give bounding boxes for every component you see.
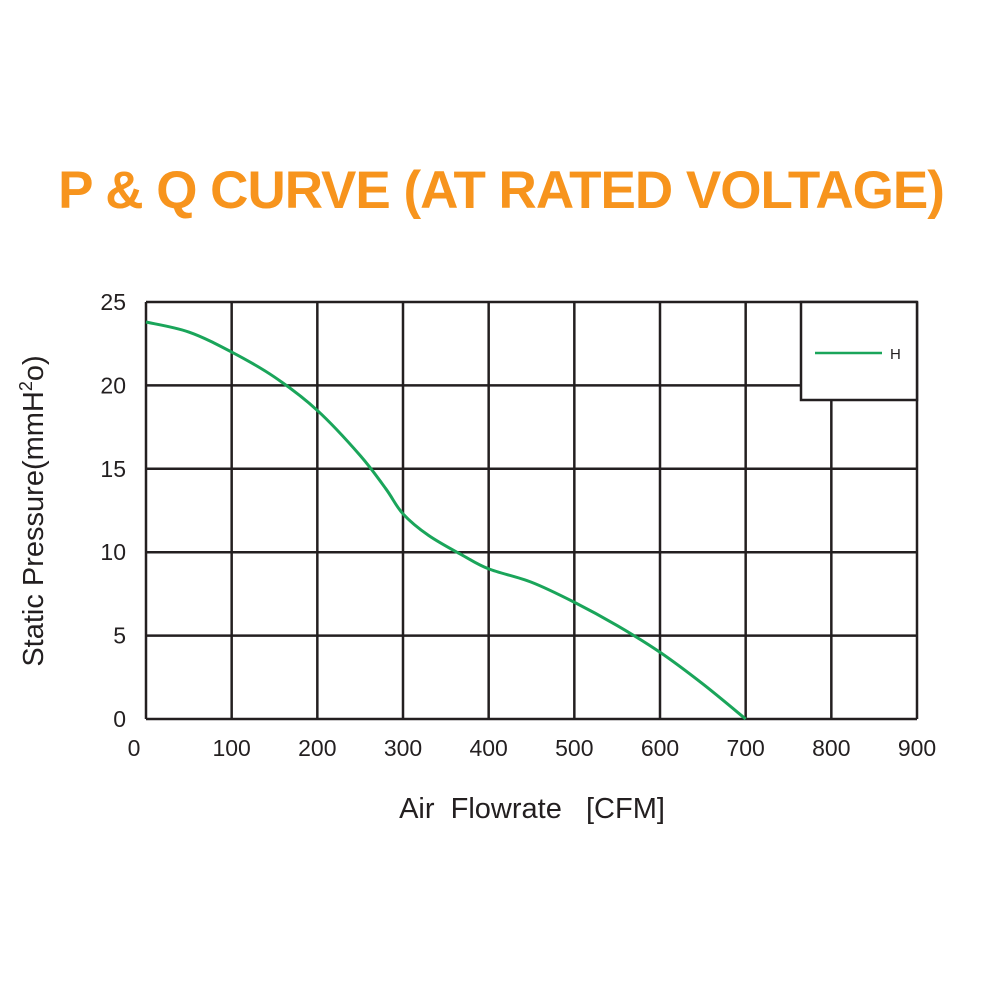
y-tick-label-15: 15 (100, 456, 126, 482)
data-point-H-500 (573, 601, 575, 603)
x-tick-label-700: 700 (726, 735, 764, 761)
data-point-H-200 (316, 409, 318, 411)
data-point-H-150 (274, 376, 276, 378)
legend: H (799, 300, 919, 402)
data-point-H-100 (231, 351, 233, 353)
data-point-H-650 (702, 683, 704, 685)
series-layer (145, 320, 747, 721)
data-point-H-330 (428, 535, 430, 537)
data-point-H-0 (145, 321, 147, 323)
y-axis-label: Static Pressure(mmH2o) (16, 355, 50, 666)
x-tick-label-500: 500 (555, 735, 593, 761)
y-tick-label-25: 25 (100, 289, 126, 315)
data-point-H-250 (359, 454, 361, 456)
data-point-H-280 (385, 488, 387, 490)
y-tick-label-0: 0 (113, 706, 126, 732)
data-point-H-400 (488, 568, 490, 570)
y-tick-label-5: 5 (113, 623, 126, 649)
y-tick-label-10: 10 (100, 539, 126, 565)
y-tick-label-20: 20 (100, 372, 126, 398)
legend-label-H: H (890, 346, 901, 363)
data-point-H-370 (462, 555, 464, 557)
x-tick-labels: 0 100 200 300 400 500 600 700 800 900 (128, 735, 937, 761)
data-point-H-550 (616, 625, 618, 627)
x-tick-label-200: 200 (298, 735, 336, 761)
data-point-H-600 (659, 651, 661, 653)
x-axis-label: Air Flowrate [CFM] (399, 793, 665, 825)
y-axis-label-superscript: 2 (16, 381, 36, 391)
chart-title: P & Q CURVE (AT RATED VOLTAGE) (58, 161, 945, 220)
y-axis-label-main: Static Pressure(mmH (18, 391, 50, 667)
x-tick-label-400: 400 (469, 735, 507, 761)
x-tick-label-100: 100 (212, 735, 250, 761)
y-tick-labels: 0 5 10 15 20 25 (100, 289, 126, 732)
series-line-H (145, 320, 747, 721)
y-axis-label-tail: o) (18, 355, 50, 381)
data-point-H-450 (531, 581, 533, 583)
x-tick-label-0: 0 (128, 735, 141, 761)
data-point-H-50 (188, 331, 190, 333)
legend-box (799, 300, 919, 402)
x-tick-label-900: 900 (898, 735, 936, 761)
x-tick-label-800: 800 (812, 735, 850, 761)
data-point-H-700 (745, 718, 747, 720)
data-point-H-300 (402, 513, 404, 515)
x-tick-label-600: 600 (641, 735, 679, 761)
x-tick-label-300: 300 (384, 735, 422, 761)
